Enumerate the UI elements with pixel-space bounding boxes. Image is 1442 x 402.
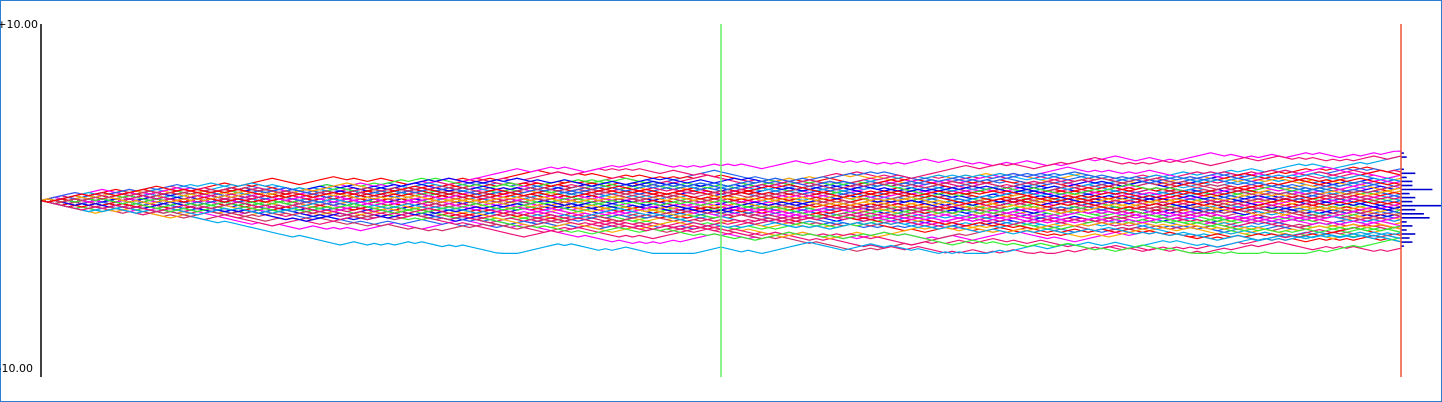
end-distribution-histogram [1401, 152, 1441, 247]
y-tick-max-label: +10.00 [0, 18, 38, 31]
marker-layer [720, 24, 1402, 377]
y-tick-min-label: -10.00 [0, 362, 33, 375]
